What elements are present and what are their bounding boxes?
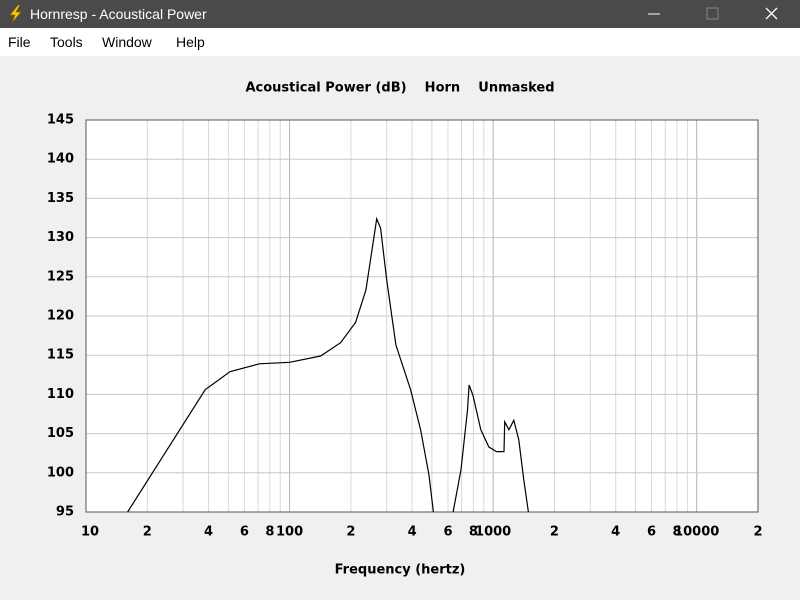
window-title: Hornresp - Acoustical Power: [30, 6, 207, 22]
x-tick-label: 6: [647, 525, 656, 540]
y-tick-label: 100: [47, 465, 74, 480]
x-tick-label: 2: [550, 525, 559, 540]
y-tick-label: 125: [47, 269, 74, 284]
x-tick-label: 2: [753, 525, 762, 540]
x-tick-label: 6: [443, 525, 452, 540]
x-tick-label: 8: [265, 525, 274, 540]
x-tick-label: 10: [81, 525, 99, 540]
window-controls[interactable]: [640, 0, 800, 28]
response-curve: [127, 216, 529, 513]
chart: Acoustical Power (dB) Horn Unmasked Frequ…: [47, 81, 763, 578]
y-tick-label: 105: [47, 426, 74, 441]
y-tick-label: 135: [47, 191, 74, 206]
menu-item[interactable]: Tools: [50, 34, 83, 50]
x-tick-label: 2: [346, 525, 355, 540]
title-bar: Hornresp - Acoustical Power: [0, 0, 800, 28]
y-tick-label: 140: [47, 152, 74, 167]
x-tick-label: 8: [469, 525, 478, 540]
y-tick-label: 95: [56, 505, 74, 520]
chart-title: Acoustical Power (dB) Horn Unmasked: [245, 81, 554, 96]
x-tick-label: 4: [611, 525, 620, 540]
x-tick-label: 10000: [674, 525, 719, 540]
menu-item[interactable]: File: [8, 34, 31, 50]
y-tick-label: 120: [47, 309, 74, 324]
x-tick-label: 2: [143, 525, 152, 540]
x-tick-label: 1000: [475, 525, 511, 540]
plot-frame: [85, 119, 759, 513]
y-tick-label: 130: [47, 230, 74, 245]
menu-item[interactable]: Window: [102, 34, 152, 50]
x-tick-label: 4: [408, 525, 417, 540]
app-icon: [9, 4, 22, 24]
menu-item[interactable]: Help: [176, 34, 205, 50]
x-tick-label: 8: [672, 525, 681, 540]
menu-bar: File Tools Window Help: [0, 28, 800, 56]
x-tick-label: 4: [204, 525, 213, 540]
y-tick-label: 145: [47, 113, 74, 128]
x-axis-label: Frequency (hertz): [335, 563, 466, 578]
x-tick-label: 6: [240, 525, 249, 540]
x-tick-label: 100: [276, 525, 303, 540]
y-tick-label: 115: [47, 348, 74, 363]
y-tick-label: 110: [47, 387, 74, 402]
